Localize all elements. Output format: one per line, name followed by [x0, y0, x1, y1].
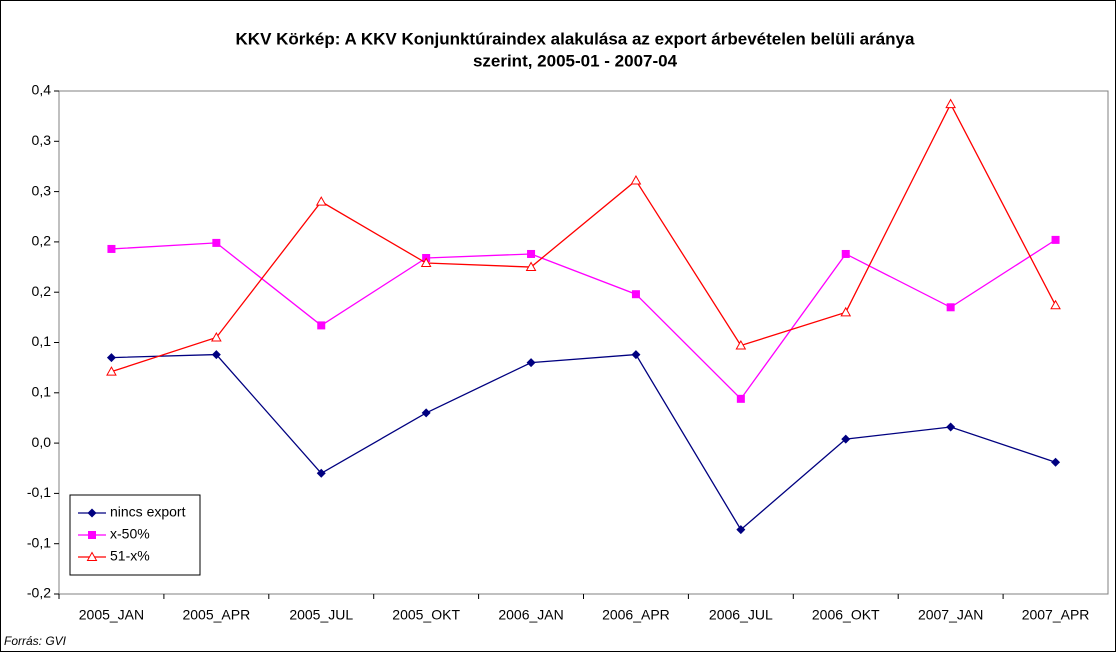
- marker: [840, 306, 852, 317]
- marker: [88, 531, 96, 539]
- x-tick-label: 2006_JAN: [498, 607, 563, 623]
- marker: [841, 434, 851, 444]
- marker: [212, 238, 221, 247]
- y-tick-label: 0,1: [32, 384, 52, 400]
- y-tick-label: -0,2: [27, 585, 51, 601]
- marker: [210, 331, 222, 342]
- marker: [315, 196, 327, 206]
- y-tick-label: -0,1: [27, 484, 51, 500]
- marker: [736, 394, 745, 403]
- marker: [945, 98, 957, 109]
- marker: [525, 261, 537, 272]
- series-line: [111, 353, 1056, 531]
- marker: [211, 350, 221, 360]
- legend-label: x-50%: [110, 526, 150, 542]
- marker: [735, 339, 747, 350]
- marker: [1050, 299, 1061, 310]
- y-tick-label: 0,1: [32, 333, 52, 349]
- legend-label: nincs export: [110, 504, 186, 520]
- y-tick-label: 0,2: [32, 233, 52, 249]
- marker: [420, 257, 432, 268]
- marker: [841, 249, 850, 258]
- y-tick-label: 0,3: [32, 182, 52, 198]
- x-tick-label: 2005_JUL: [289, 607, 353, 623]
- y-tick-label: 0,2: [32, 283, 52, 299]
- marker: [631, 290, 640, 299]
- series-line: [111, 239, 1056, 400]
- marker: [106, 353, 116, 363]
- marker: [526, 358, 536, 368]
- marker: [106, 366, 117, 376]
- x-tick-label: 2006_APR: [602, 607, 670, 623]
- x-tick-label: 2007_JAN: [918, 607, 983, 623]
- marker: [630, 175, 642, 185]
- y-tick-label: -0,1: [27, 534, 51, 550]
- marker: [631, 350, 641, 360]
- chart-title: KKV Körkép: A KKV Konjunktúraindex alaku…: [236, 29, 915, 48]
- chart-title: szerint, 2005-01 - 2007-04: [473, 51, 678, 70]
- x-tick-label: 2005_OKT: [392, 607, 460, 623]
- x-tick-label: 2006_OKT: [812, 607, 880, 623]
- x-tick-label: 2006_JUL: [709, 607, 773, 623]
- marker: [946, 422, 956, 432]
- marker: [736, 525, 746, 535]
- marker: [1051, 457, 1061, 467]
- x-tick-label: 2005_APR: [182, 607, 250, 623]
- y-tick-label: 0,0: [32, 434, 52, 450]
- marker: [86, 551, 98, 561]
- x-tick-label: 2005_JAN: [79, 607, 144, 623]
- y-tick-label: 0,3: [32, 132, 52, 148]
- marker: [527, 249, 536, 258]
- y-tick-label: 0,4: [32, 82, 52, 98]
- plot-area: [58, 90, 1109, 595]
- marker: [421, 408, 431, 418]
- series-line: [111, 102, 1057, 373]
- marker: [946, 303, 955, 312]
- marker: [317, 321, 326, 330]
- source-note: Forrás: GVI: [4, 634, 67, 648]
- legend-label: 51-x%: [110, 548, 150, 564]
- marker: [316, 468, 326, 478]
- marker: [1051, 235, 1060, 244]
- marker: [87, 508, 97, 518]
- marker: [107, 244, 116, 253]
- x-tick-label: 2007_APR: [1022, 607, 1090, 623]
